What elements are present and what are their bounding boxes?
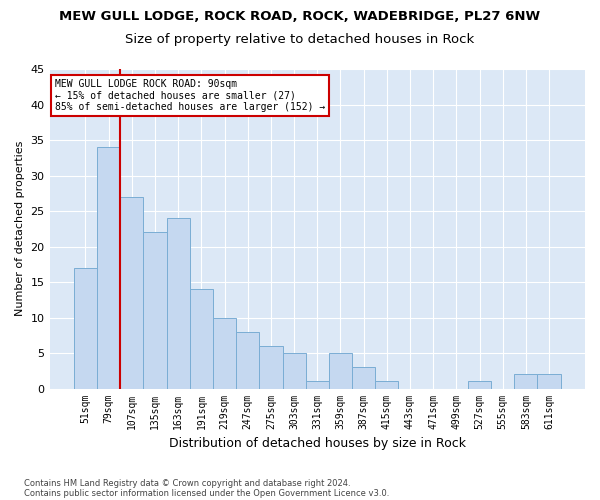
Bar xyxy=(120,197,143,388)
Bar xyxy=(375,382,398,388)
Bar xyxy=(167,218,190,388)
Bar xyxy=(213,318,236,388)
Y-axis label: Number of detached properties: Number of detached properties xyxy=(15,141,25,316)
Bar xyxy=(259,346,283,389)
Bar xyxy=(538,374,560,388)
Bar xyxy=(74,268,97,388)
Text: Contains HM Land Registry data © Crown copyright and database right 2024.: Contains HM Land Registry data © Crown c… xyxy=(24,478,350,488)
Bar xyxy=(329,353,352,388)
Bar xyxy=(143,232,167,388)
Text: MEW GULL LODGE, ROCK ROAD, ROCK, WADEBRIDGE, PL27 6NW: MEW GULL LODGE, ROCK ROAD, ROCK, WADEBRI… xyxy=(59,10,541,23)
Bar xyxy=(97,147,120,388)
Text: Contains public sector information licensed under the Open Government Licence v3: Contains public sector information licen… xyxy=(24,488,389,498)
Text: Size of property relative to detached houses in Rock: Size of property relative to detached ho… xyxy=(125,32,475,46)
Bar xyxy=(468,382,491,388)
Bar xyxy=(305,382,329,388)
Bar xyxy=(283,353,305,388)
Bar xyxy=(236,332,259,388)
X-axis label: Distribution of detached houses by size in Rock: Distribution of detached houses by size … xyxy=(169,437,466,450)
Bar xyxy=(352,368,375,388)
Bar xyxy=(190,289,213,388)
Text: MEW GULL LODGE ROCK ROAD: 90sqm
← 15% of detached houses are smaller (27)
85% of: MEW GULL LODGE ROCK ROAD: 90sqm ← 15% of… xyxy=(55,78,325,112)
Bar xyxy=(514,374,538,388)
